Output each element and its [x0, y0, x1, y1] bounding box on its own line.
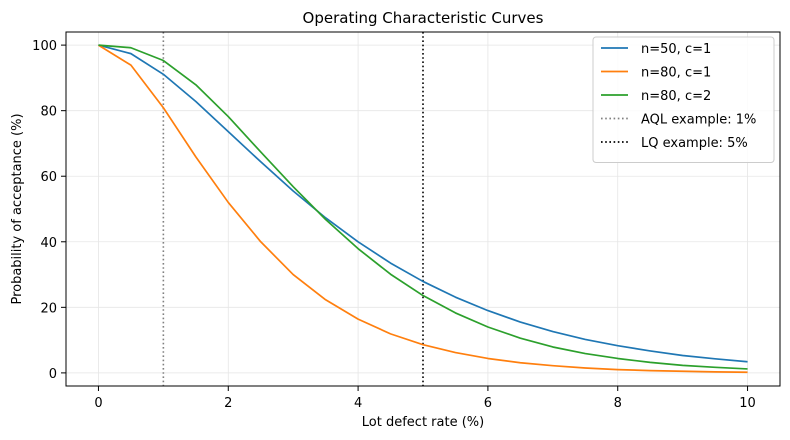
- y-ticks: 0 20 40 60 80 100: [32, 39, 66, 382]
- y-axis-label: Probability of acceptance (%): [10, 113, 25, 304]
- y-tick-label: 0: [49, 367, 57, 382]
- series-lines: [98, 44, 748, 374]
- y-tick-label: 80: [40, 105, 57, 120]
- legend-label: n=80, c=2: [641, 89, 711, 104]
- x-axis-label: Lot defect rate (%): [362, 415, 484, 430]
- legend-label: n=80, c=1: [641, 66, 711, 81]
- y-tick-label: 60: [40, 170, 57, 185]
- x-tick-label: 4: [354, 396, 362, 411]
- legend: n=50, c=1 n=80, c=1 n=80, c=2 AQL example: …: [592, 36, 775, 163]
- y-tick-label: 100: [32, 39, 57, 54]
- reference-lines: [162, 32, 424, 386]
- x-tick-label: 6: [484, 396, 492, 411]
- x-tick-label: 8: [614, 396, 622, 411]
- chart-title: Operating Characteristic Curves: [303, 9, 544, 27]
- legend-label: LQ example: 5%: [641, 136, 748, 151]
- y-tick-label: 20: [40, 301, 57, 316]
- legend-label: n=50, c=1: [641, 42, 711, 57]
- y-tick-label: 40: [40, 236, 57, 251]
- x-tick-label: 10: [739, 396, 756, 411]
- legend-box: [592, 36, 775, 163]
- series-line: [98, 44, 748, 374]
- series-line: [98, 44, 748, 363]
- x-tick-label: 0: [94, 396, 102, 411]
- x-ticks: 0 2 4 6 8 10: [94, 386, 756, 411]
- legend-label: AQL example: 1%: [641, 113, 756, 128]
- plot-frame: [65, 31, 781, 387]
- x-tick-label: 2: [224, 396, 232, 411]
- series-line: [98, 44, 748, 370]
